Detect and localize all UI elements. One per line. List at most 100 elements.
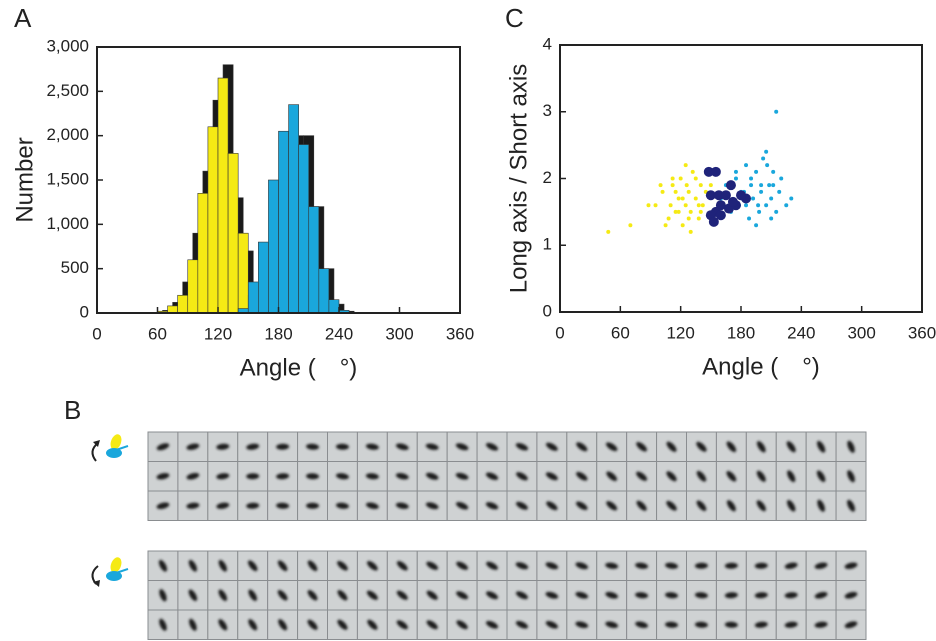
image-blob <box>754 621 768 628</box>
point <box>680 196 685 201</box>
point <box>676 196 681 201</box>
x-axis-title: Angle ( °) <box>240 354 358 381</box>
point <box>744 203 749 208</box>
image-blob <box>726 441 737 453</box>
image-blob <box>336 473 349 480</box>
bar <box>217 77 229 314</box>
rotation-icons <box>91 434 129 587</box>
image-blob <box>575 591 589 599</box>
point <box>756 203 761 208</box>
point <box>698 209 703 214</box>
image-blob <box>277 560 288 572</box>
point <box>774 209 779 214</box>
point <box>683 203 688 208</box>
image-blob <box>816 470 826 483</box>
image-blob <box>455 443 469 451</box>
image-blob <box>576 471 588 481</box>
point <box>759 183 764 188</box>
image-blob <box>456 591 469 600</box>
arrow-head <box>93 440 100 447</box>
image-blob <box>814 621 828 628</box>
image-blob <box>606 501 618 511</box>
image-blob <box>546 442 558 451</box>
point <box>606 229 611 234</box>
bar <box>268 179 279 314</box>
bar <box>167 305 178 314</box>
point <box>686 216 691 221</box>
x-axis-title: Angle ( °) <box>702 353 820 380</box>
panel-label: C <box>505 3 524 33</box>
x-tick-label: 240 <box>787 323 815 342</box>
image-blob <box>784 562 798 569</box>
image-blob <box>335 502 349 509</box>
point <box>757 209 762 214</box>
image-blob <box>216 443 230 450</box>
image-blob <box>395 502 409 509</box>
image-blob <box>218 619 228 631</box>
image-blob <box>665 562 678 569</box>
image-blob <box>847 470 855 483</box>
point <box>680 223 685 228</box>
point <box>688 209 693 214</box>
x-tick-label: 240 <box>325 324 353 343</box>
image-blob <box>814 562 828 570</box>
image-blob <box>156 443 170 451</box>
point <box>733 169 738 174</box>
bar <box>278 130 289 314</box>
y-tick-label: 2 <box>543 168 552 187</box>
point <box>733 176 738 181</box>
image-blob <box>486 620 499 629</box>
image-blob <box>277 590 288 601</box>
point <box>666 216 671 221</box>
image-blob <box>395 443 409 451</box>
image-blob <box>665 592 679 599</box>
image-blob <box>156 502 170 510</box>
image-blob <box>367 561 378 571</box>
image-blob <box>156 473 170 480</box>
image-blob <box>218 559 227 572</box>
image-blob <box>605 591 619 599</box>
image-blob <box>367 619 378 630</box>
icon-line <box>115 568 129 574</box>
image-blob <box>486 591 499 600</box>
image-blob <box>337 590 348 601</box>
y-tick-label: 1,500 <box>46 169 89 188</box>
image-blob <box>666 500 677 511</box>
image-blob <box>186 443 200 451</box>
image-blob <box>787 470 796 483</box>
image-blob <box>426 561 439 570</box>
point <box>710 166 721 177</box>
point <box>727 196 738 207</box>
point <box>678 176 683 181</box>
bar <box>187 259 199 314</box>
image-blob <box>276 502 290 509</box>
image-blob <box>337 619 348 630</box>
image-blob <box>694 621 708 628</box>
point <box>765 163 770 168</box>
point <box>715 210 726 221</box>
image-blob <box>847 499 856 512</box>
point <box>749 183 754 188</box>
image-blob <box>307 560 318 572</box>
image-blob <box>694 592 708 599</box>
image-blob <box>726 500 736 512</box>
image-blob <box>724 621 738 628</box>
point <box>744 163 749 168</box>
y-axis-title: Number <box>11 137 38 222</box>
image-blob <box>545 620 558 629</box>
image-blob <box>159 618 167 631</box>
point <box>628 223 633 228</box>
point <box>703 166 714 177</box>
image-blob <box>486 442 499 451</box>
x-tick-label: 60 <box>148 324 167 343</box>
image-blob <box>545 591 559 599</box>
image-blob <box>186 502 200 509</box>
point <box>771 169 776 174</box>
point <box>784 203 789 208</box>
image-blob <box>696 470 707 482</box>
image-blob <box>485 472 499 481</box>
point <box>668 203 673 208</box>
image-blob <box>576 501 588 511</box>
image-tile <box>506 431 538 462</box>
